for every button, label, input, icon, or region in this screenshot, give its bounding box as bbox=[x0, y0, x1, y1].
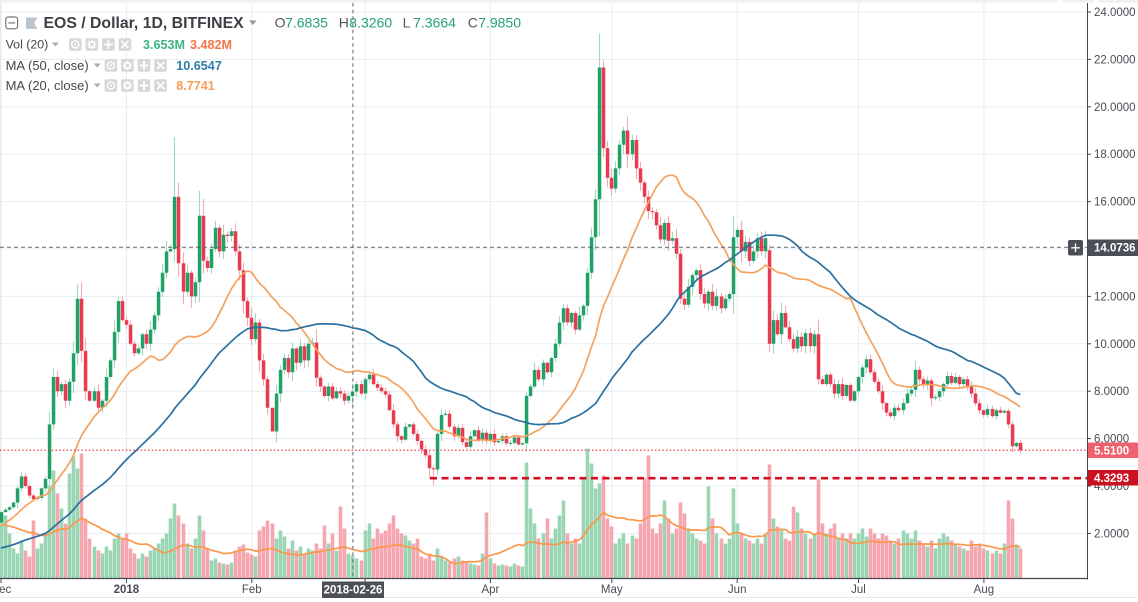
svg-text:14.0736: 14.0736 bbox=[1094, 243, 1136, 255]
svg-text:Jun: Jun bbox=[728, 584, 747, 596]
svg-text:C: C bbox=[468, 15, 478, 31]
svg-text:10.6547: 10.6547 bbox=[176, 59, 222, 73]
svg-text:16.0000: 16.0000 bbox=[1094, 197, 1136, 209]
svg-text:3.653M: 3.653M bbox=[143, 38, 185, 52]
svg-text:2018: 2018 bbox=[114, 584, 140, 596]
svg-text:Jul: Jul bbox=[851, 584, 866, 596]
svg-text:Vol (20): Vol (20) bbox=[6, 38, 49, 52]
svg-text:L: L bbox=[403, 15, 411, 31]
svg-text:O: O bbox=[275, 15, 286, 31]
svg-text:H: H bbox=[339, 15, 349, 31]
svg-text:8.0000: 8.0000 bbox=[1094, 386, 1129, 398]
svg-text:7.3664: 7.3664 bbox=[413, 15, 456, 31]
svg-text:12.0000: 12.0000 bbox=[1094, 291, 1136, 303]
svg-text:7.9850: 7.9850 bbox=[478, 15, 521, 31]
svg-text:Feb: Feb bbox=[242, 584, 262, 596]
svg-text:7.6835: 7.6835 bbox=[285, 15, 328, 31]
svg-text:10.0000: 10.0000 bbox=[1094, 339, 1136, 351]
svg-text:18.0000: 18.0000 bbox=[1094, 149, 1136, 161]
svg-text:22.0000: 22.0000 bbox=[1094, 54, 1136, 66]
svg-text:5.5100: 5.5100 bbox=[1094, 445, 1129, 457]
svg-text:2018-02-26: 2018-02-26 bbox=[324, 585, 383, 597]
svg-text:EOS / Dollar, 1D, BITFINEX: EOS / Dollar, 1D, BITFINEX bbox=[44, 15, 245, 32]
svg-text:8.7741: 8.7741 bbox=[176, 79, 215, 93]
svg-text:2.0000: 2.0000 bbox=[1094, 528, 1129, 540]
svg-text:24.0000: 24.0000 bbox=[1094, 7, 1136, 19]
svg-text:Apr: Apr bbox=[481, 584, 499, 596]
svg-text:MA (50, close): MA (50, close) bbox=[6, 58, 89, 73]
svg-text:20.0000: 20.0000 bbox=[1094, 102, 1136, 114]
svg-text:8.3260: 8.3260 bbox=[349, 15, 392, 31]
svg-text:4.3293: 4.3293 bbox=[1094, 473, 1129, 485]
svg-text:May: May bbox=[601, 584, 623, 596]
svg-text:Aug: Aug bbox=[974, 584, 994, 596]
svg-text:3.482M: 3.482M bbox=[190, 38, 232, 52]
svg-text:MA (20, close): MA (20, close) bbox=[6, 78, 89, 93]
svg-text:Dec: Dec bbox=[0, 584, 11, 596]
